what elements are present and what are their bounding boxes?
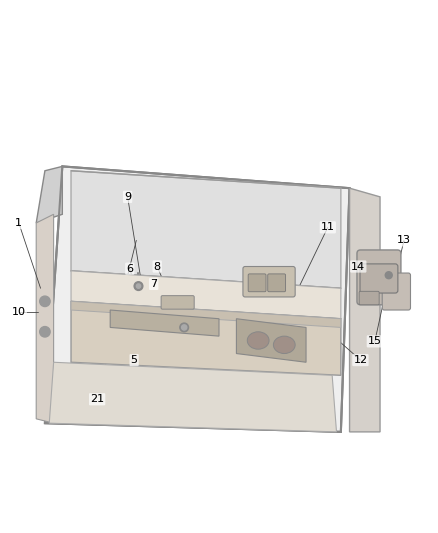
Text: 5: 5 (131, 355, 138, 365)
Text: 9: 9 (124, 192, 131, 202)
Text: 8: 8 (154, 262, 161, 271)
Text: 15: 15 (368, 336, 382, 346)
Polygon shape (71, 271, 341, 319)
Text: 6: 6 (126, 264, 133, 273)
Circle shape (385, 272, 392, 279)
Text: 1: 1 (15, 218, 22, 228)
Text: 13: 13 (397, 236, 411, 245)
Polygon shape (237, 319, 306, 362)
Text: 8: 8 (154, 262, 161, 271)
Text: 13: 13 (397, 236, 411, 245)
FancyBboxPatch shape (357, 250, 401, 305)
Text: 11: 11 (321, 222, 335, 232)
Text: 6: 6 (126, 264, 133, 273)
Polygon shape (350, 188, 380, 432)
FancyBboxPatch shape (248, 274, 266, 292)
Polygon shape (36, 166, 62, 223)
FancyBboxPatch shape (161, 296, 194, 309)
Text: 12: 12 (353, 355, 367, 365)
Circle shape (180, 323, 188, 332)
Polygon shape (49, 362, 336, 432)
FancyBboxPatch shape (268, 274, 286, 292)
Text: 7: 7 (150, 279, 157, 289)
Text: 14: 14 (351, 262, 365, 271)
Text: 15: 15 (368, 336, 382, 346)
Text: 14: 14 (351, 262, 365, 271)
FancyBboxPatch shape (382, 273, 410, 310)
Circle shape (40, 327, 50, 337)
FancyBboxPatch shape (359, 292, 379, 305)
Polygon shape (45, 166, 350, 432)
Circle shape (134, 282, 143, 290)
Polygon shape (71, 301, 341, 327)
Ellipse shape (247, 332, 269, 349)
Text: 9: 9 (124, 192, 131, 202)
Polygon shape (71, 171, 341, 288)
Polygon shape (36, 214, 53, 423)
Text: 10: 10 (12, 307, 26, 317)
Polygon shape (110, 310, 219, 336)
Polygon shape (71, 301, 341, 375)
Text: 12: 12 (353, 355, 367, 365)
Text: 5: 5 (131, 355, 138, 365)
Ellipse shape (273, 336, 295, 353)
FancyBboxPatch shape (243, 266, 295, 297)
Circle shape (40, 296, 50, 306)
Text: 1: 1 (15, 218, 22, 228)
Text: 21: 21 (90, 394, 104, 404)
Circle shape (136, 284, 141, 288)
Text: 21: 21 (90, 394, 104, 404)
FancyBboxPatch shape (360, 264, 398, 293)
Text: 7: 7 (150, 279, 157, 289)
Circle shape (182, 325, 187, 330)
Text: 10: 10 (12, 307, 26, 317)
Text: 11: 11 (321, 222, 335, 232)
